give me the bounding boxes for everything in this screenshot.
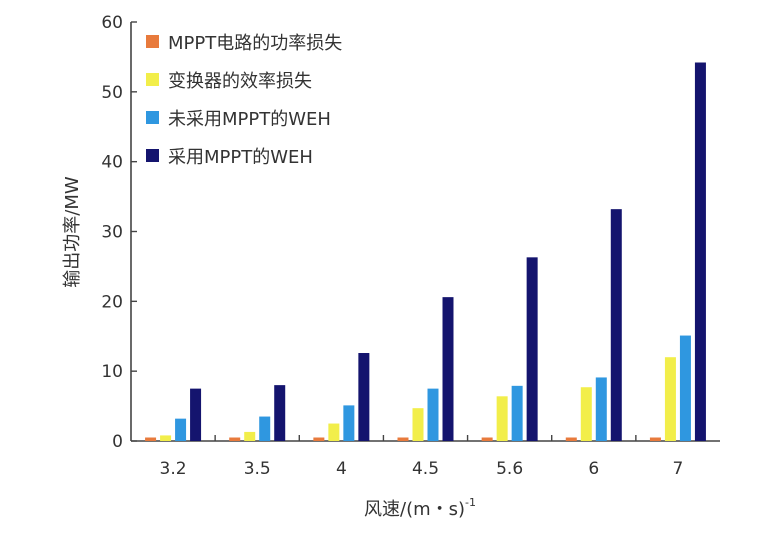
bar: [145, 437, 157, 441]
legend-swatch: [146, 35, 159, 48]
bar: [649, 437, 661, 441]
bar: [313, 437, 325, 441]
bar: [175, 418, 187, 441]
bar: [526, 257, 538, 441]
bar: [274, 385, 286, 441]
bar: [595, 377, 607, 441]
y-tick-label: 50: [101, 83, 123, 103]
x-tick-label: 3.5: [244, 459, 271, 479]
x-tick-label: 6: [588, 459, 599, 479]
bar: [328, 423, 340, 441]
legend-swatch: [146, 73, 159, 86]
bar: [259, 416, 271, 441]
legend-label: 变换器的效率损失: [168, 71, 312, 92]
chart-bars: [145, 62, 706, 442]
x-axis-title: 风速/(m・s)-1: [364, 496, 476, 520]
legend-label: 采用MPPT的WEH: [168, 147, 313, 168]
bar: [427, 388, 439, 441]
y-axis-title: 输出功率/MW: [62, 176, 83, 288]
bar: [160, 435, 172, 441]
x-axis-title-superscript: -1: [465, 496, 476, 509]
y-tick-label: 30: [101, 223, 123, 243]
y-tick-label: 40: [101, 153, 123, 173]
bar: [412, 408, 424, 441]
bar: [397, 437, 409, 441]
x-tick-label: 4.5: [412, 459, 439, 479]
bar: [358, 353, 370, 441]
legend-label: 未采用MPPT的WEH: [168, 109, 331, 130]
bar: [610, 209, 622, 441]
y-tick-label: 0: [112, 432, 123, 452]
bar: [190, 388, 202, 441]
bar: [664, 357, 676, 441]
bar: [244, 431, 256, 441]
bar: [679, 335, 691, 441]
bar: [694, 62, 706, 442]
legend-label: MPPT电路的功率损失: [168, 33, 342, 54]
chart-ticks: 0 10 20 30 40 50 60 3.2 3.5 4 4.5 5.6 6 7: [101, 13, 683, 479]
legend-swatch: [146, 149, 159, 162]
legend-swatch: [146, 111, 159, 124]
bar: [580, 387, 592, 441]
x-tick-label: 4: [336, 459, 347, 479]
bar: [511, 385, 523, 441]
y-tick-label: 20: [101, 292, 123, 312]
bar: [565, 437, 577, 441]
x-tick-label: 3.2: [160, 459, 187, 479]
bar: [496, 396, 508, 441]
bar: [343, 405, 355, 441]
y-tick-label: 60: [101, 13, 123, 33]
y-tick-label: 10: [101, 362, 123, 382]
bar: [481, 437, 493, 441]
x-tick-label: 5.6: [496, 459, 523, 479]
bar: [229, 437, 241, 441]
x-tick-label: 7: [673, 459, 684, 479]
bar: [442, 297, 454, 441]
